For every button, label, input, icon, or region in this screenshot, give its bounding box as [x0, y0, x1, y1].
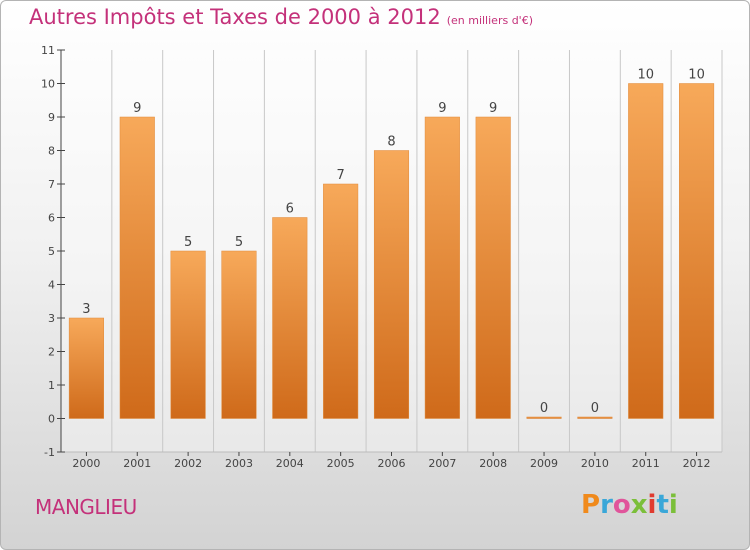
data-label: 6: [286, 202, 294, 217]
bar: [526, 416, 562, 419]
y-tick-label: 9: [48, 111, 55, 124]
y-tick-label: 4: [48, 279, 55, 292]
x-tick-label: 2010: [581, 457, 609, 470]
x-tick-label: 2002: [174, 457, 202, 470]
y-tick-label: 2: [48, 346, 55, 359]
chart-title: Autres Impôts et Taxes de 2000 à 2012 (en…: [29, 5, 533, 29]
bar: [221, 250, 257, 419]
y-tick-label: 8: [48, 145, 55, 158]
data-label: 8: [387, 135, 395, 150]
logo-letter: P: [581, 490, 601, 520]
bar: [475, 116, 511, 419]
y-tick-label: 5: [48, 245, 55, 258]
bar: [68, 317, 104, 419]
x-tick-label: 2005: [327, 457, 355, 470]
y-tick-label: 11: [41, 44, 55, 57]
x-tick-label: 2006: [378, 457, 406, 470]
logo-letter: i: [647, 490, 657, 520]
chart-subtitle: (en milliers d'€): [446, 14, 533, 27]
data-label: 10: [637, 68, 654, 83]
x-tick-label: 2007: [428, 457, 456, 470]
x-tick-label: 2000: [72, 457, 100, 470]
data-label: 5: [184, 235, 192, 250]
data-label: 7: [337, 168, 345, 183]
y-tick-label: 6: [48, 212, 55, 225]
logo-letter: x: [630, 490, 648, 520]
place-name: MANGLIEU: [35, 495, 137, 519]
x-tick-label: 2003: [225, 457, 253, 470]
x-tick-label: 2008: [479, 457, 507, 470]
x-tick-label: 2001: [123, 457, 151, 470]
bar: [424, 116, 460, 419]
data-label: 10: [688, 68, 705, 83]
y-tick-label: 1: [48, 379, 55, 392]
chart-title-text: Autres Impôts et Taxes de 2000 à 2012: [29, 5, 441, 29]
data-label: 9: [489, 101, 497, 116]
bar: [373, 150, 410, 419]
x-tick-label: 2012: [683, 457, 711, 470]
proxiti-logo: Proxiti: [581, 490, 678, 520]
data-label: 3: [82, 302, 90, 317]
data-label: 9: [438, 101, 446, 116]
bar: [119, 116, 155, 419]
bar: [577, 416, 613, 419]
x-tick-label: 2011: [632, 457, 660, 470]
logo-letter: i: [668, 490, 678, 520]
bar: [628, 83, 664, 419]
data-label: 0: [540, 401, 548, 416]
y-tick-label: 10: [41, 78, 55, 91]
y-tick-label: 3: [48, 312, 55, 325]
x-tick-label: 2004: [276, 457, 304, 470]
data-label: 5: [235, 235, 243, 250]
data-label: 9: [133, 101, 141, 116]
logo-letter: o: [612, 490, 631, 520]
logo-letter: t: [656, 490, 669, 520]
y-tick-label: -1: [44, 446, 55, 459]
bar: [323, 183, 359, 419]
bar: [272, 217, 308, 419]
bar: [679, 83, 715, 419]
bar: [170, 250, 206, 419]
y-tick-label: 0: [48, 413, 55, 426]
y-tick-label: 7: [48, 178, 55, 191]
x-tick-label: 2009: [530, 457, 558, 470]
data-label: 0: [591, 401, 599, 416]
logo-letter: r: [600, 490, 613, 520]
